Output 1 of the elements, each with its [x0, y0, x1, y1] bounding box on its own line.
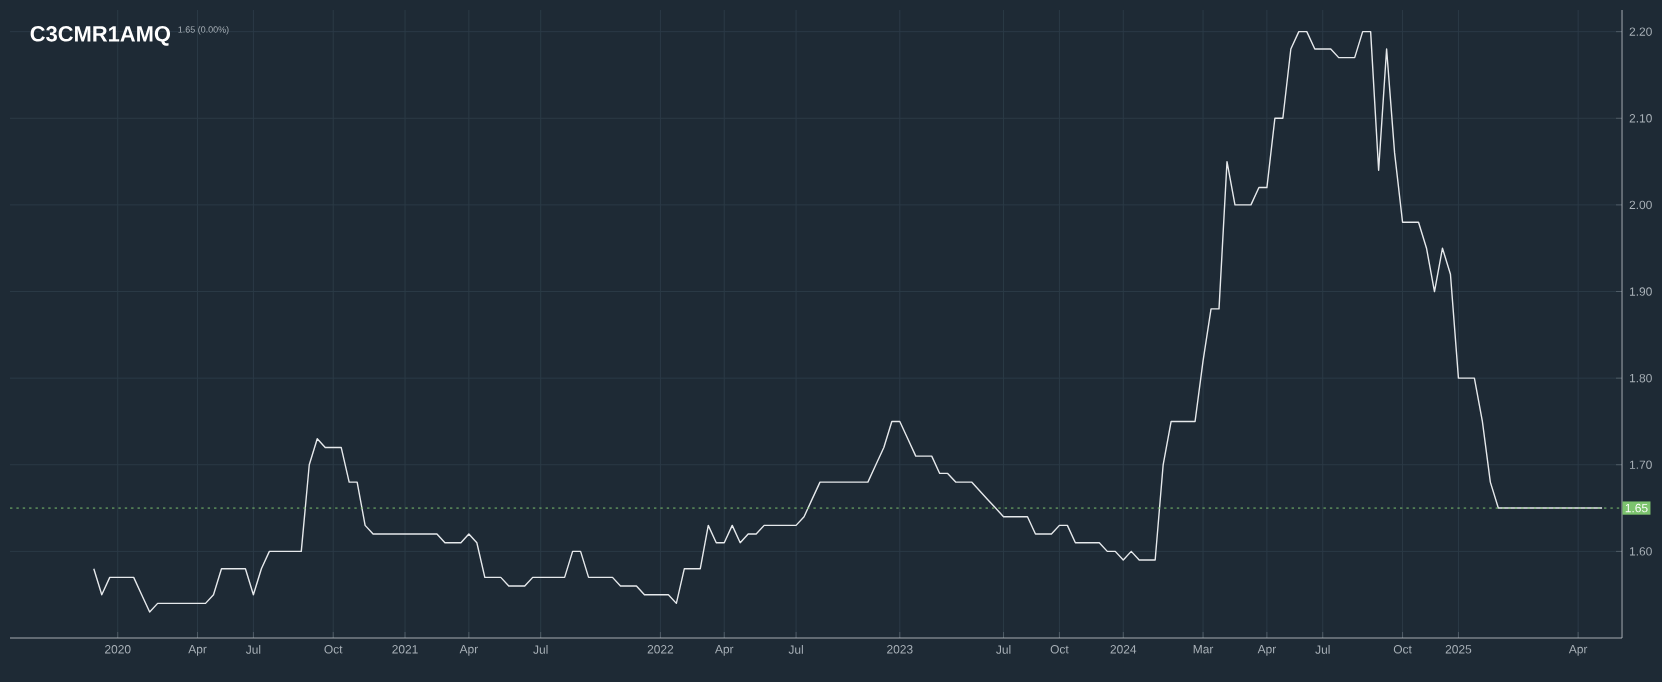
text: C3CMR1AMQ — [30, 26, 171, 46]
